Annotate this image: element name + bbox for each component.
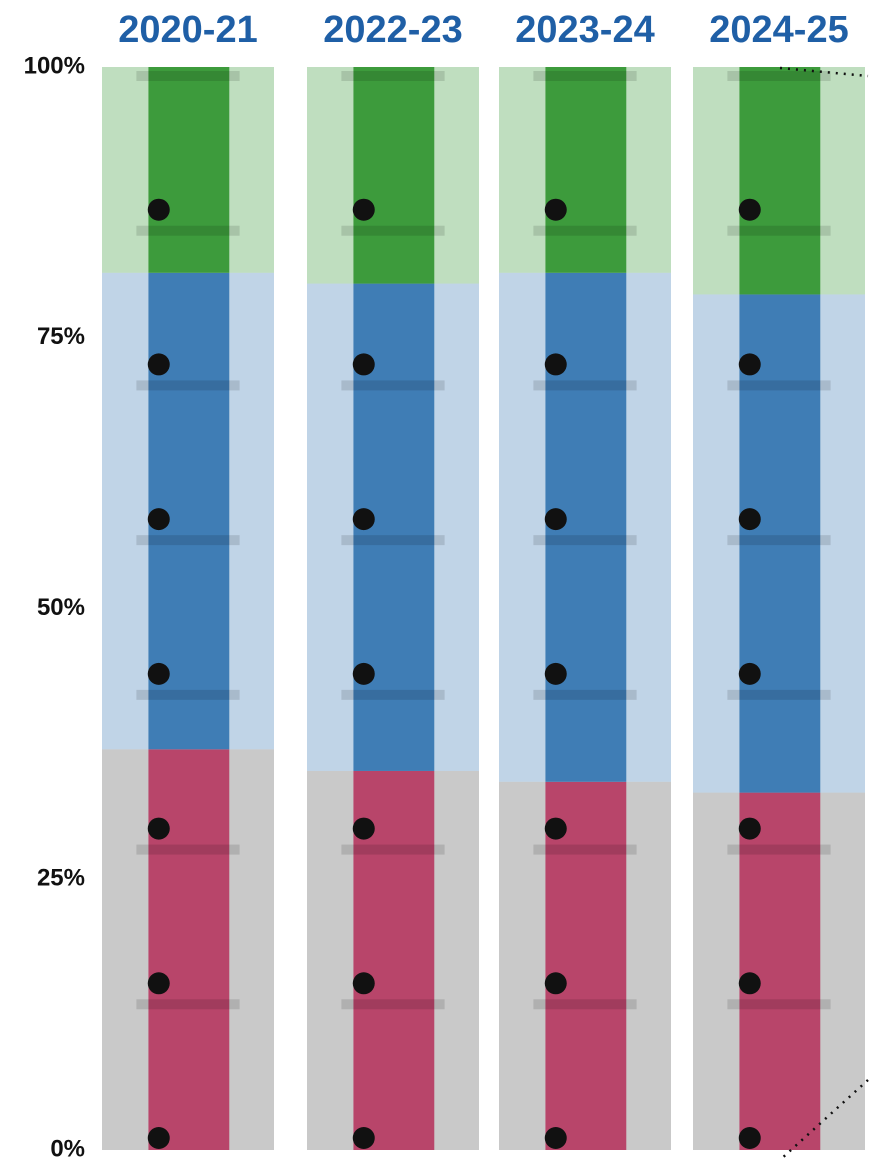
bin-lid [136, 535, 240, 546]
bin-wheel [544, 508, 567, 531]
bar-segment [739, 792, 821, 1150]
bin-lid [533, 535, 637, 546]
y-tick-label: 75% [37, 323, 85, 350]
bar-segment [545, 67, 627, 273]
bin-lid [533, 71, 637, 81]
x-tick-label: 2023-24 [515, 9, 654, 51]
bin-lid [136, 999, 240, 1010]
bar-segment [739, 294, 821, 793]
bin-lid [533, 844, 637, 855]
y-tick-label: 25% [37, 865, 85, 892]
y-tick-label: 100% [24, 52, 85, 79]
bin-lid [727, 689, 831, 700]
bin-lid [341, 225, 445, 236]
bin-lid [341, 71, 445, 81]
x-tick-label: 2024-25 [709, 9, 848, 51]
bin-wheel [352, 972, 375, 995]
bin-wheel [352, 817, 375, 840]
bin-lid [136, 689, 240, 700]
bin-lid [136, 844, 240, 855]
bin-wheel [738, 817, 761, 840]
bin-lid [727, 71, 831, 81]
bar-segment [545, 781, 627, 1150]
bar-segment [353, 67, 435, 284]
y-tick-label: 0% [50, 1135, 85, 1162]
bin-wheel [738, 1127, 761, 1149]
bin-lid [136, 225, 240, 236]
bin-wheel [544, 662, 567, 685]
bin-wheel [738, 353, 761, 376]
bin-wheel [147, 662, 170, 685]
bin-wheel [352, 1127, 375, 1149]
bin-wheel [147, 353, 170, 376]
bin-wheel [544, 1127, 567, 1149]
x-tick-label: 2022-23 [323, 9, 462, 51]
bin-lid [533, 689, 637, 700]
bin-lid [727, 999, 831, 1010]
bin-lid [341, 689, 445, 700]
bin-wheel [544, 817, 567, 840]
bin-wheel [544, 972, 567, 995]
bin-wheel [738, 508, 761, 531]
bin-lid [533, 380, 637, 391]
bin-wheel [147, 1127, 170, 1149]
bin-wheel [352, 662, 375, 685]
bar-segment [148, 749, 230, 1150]
bin-lid [727, 225, 831, 236]
bin-lid [533, 225, 637, 236]
bin-wheel [352, 508, 375, 531]
x-tick-label: 2020-21 [118, 9, 257, 51]
bin-lid [136, 71, 240, 81]
bin-wheel [147, 972, 170, 995]
bin-wheel [147, 817, 170, 840]
bin-lid [533, 999, 637, 1010]
bin-lid [727, 535, 831, 546]
bin-lid [727, 380, 831, 391]
bin-wheel [738, 972, 761, 995]
y-tick-label: 50% [37, 594, 85, 621]
bin-wheel [147, 508, 170, 531]
bin-lid [727, 844, 831, 855]
bin-wheel [147, 198, 170, 221]
bin-wheel [738, 198, 761, 221]
bin-lid [341, 535, 445, 546]
bin-lid [341, 999, 445, 1010]
bin-lid [136, 380, 240, 391]
decoration [779, 66, 869, 1161]
bar-segment [148, 67, 230, 273]
bin-wheel [352, 198, 375, 221]
bin-wheel [352, 353, 375, 376]
bin-wheel [738, 662, 761, 685]
bin-lid [341, 844, 445, 855]
bin-wheel [544, 198, 567, 221]
bin-wheel [544, 353, 567, 376]
bin-lid [341, 380, 445, 391]
bar-segment [739, 67, 821, 295]
